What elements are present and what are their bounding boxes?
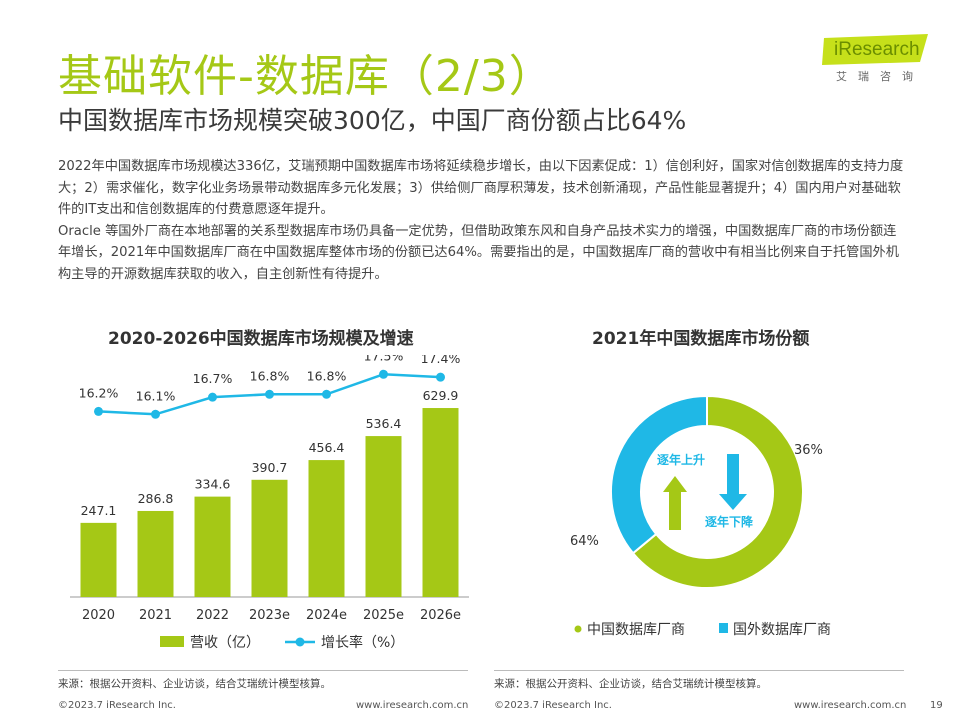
growth-rate-label: 16.8%: [250, 368, 290, 383]
growth-rate-point: [208, 392, 217, 402]
growth-rate-point: [151, 409, 160, 419]
x-tick-label: 2022: [196, 608, 229, 623]
legend-revenue-label: 营收（亿）: [190, 635, 260, 651]
growth-rate-point: [94, 406, 103, 416]
footer-copyright-left: ©2023.7 iResearch Inc.: [58, 700, 176, 711]
revenue-bar-label: 286.8: [138, 491, 174, 506]
footer-url-right[interactable]: www.iresearch.com.cn: [794, 700, 907, 711]
revenue-bar-label: 456.4: [309, 440, 345, 455]
page-number: 19: [930, 700, 943, 711]
revenue-bar: [308, 460, 345, 597]
legend-growth-swatch-point: [295, 637, 305, 647]
growth-rate-label: 17.4%: [421, 355, 461, 366]
source-divider-left: [58, 670, 468, 671]
x-tick-label: 2024e: [306, 608, 347, 623]
annotation-up-text: 逐年上升: [657, 452, 705, 467]
footer-copyright-right: ©2023.7 iResearch Inc.: [494, 700, 612, 711]
donut-label-foreign: 36%: [794, 443, 823, 458]
page-title: 基础软件-数据库（2/3）: [58, 51, 554, 102]
revenue-bar: [365, 436, 402, 597]
body-paragraph-2: Oracle 等国外厂商在本地部署的关系型数据库市场仍具备一定优势，但借助政策东…: [58, 223, 899, 282]
growth-rate-point: [322, 389, 331, 399]
revenue-bar-label: 334.6: [195, 477, 231, 492]
logo-subtext: 艾瑞咨询: [836, 70, 924, 83]
legend-domestic-swatch: [574, 625, 582, 633]
market-size-chart: 247.1 286.8 334.6 390.7 456.4 536.4 629.9 2020 2…: [70, 355, 469, 651]
growth-rate-point: [379, 369, 388, 379]
x-tick-label: 2020: [82, 608, 115, 623]
revenue-bar: [194, 496, 231, 597]
page-subtitle: 中国数据库市场规模突破300亿，中国厂商份额占比64%: [58, 106, 687, 135]
down-arrow-icon: [719, 454, 747, 510]
legend-domestic-label: 中国数据库厂商: [587, 622, 685, 638]
growth-rate-label: 17.5%: [364, 355, 404, 363]
x-tick-label: 2025e: [363, 608, 404, 623]
donut-slice-domestic: [631, 394, 804, 589]
x-tick-label: 2021: [139, 608, 172, 623]
growth-rate-label: 16.1%: [136, 388, 176, 403]
logo-banner-shape: [822, 34, 928, 65]
up-arrow-icon: [663, 476, 687, 530]
revenue-bar-label: 247.1: [81, 503, 117, 518]
legend-foreign-label: 国外数据库厂商: [733, 622, 831, 638]
growth-rate-label: 16.8%: [307, 368, 347, 383]
iresearch-logo: [822, 34, 928, 65]
growth-rate-label: 16.7%: [193, 371, 233, 386]
donut-slice-foreign: [610, 394, 708, 555]
revenue-bar: [137, 510, 174, 597]
x-tick-label: 2023e: [249, 608, 290, 623]
logo-text: iResearch: [834, 39, 920, 60]
source-note-left: 来源：根据公开资料、企业访谈，结合艾瑞统计模型核算。: [58, 678, 331, 690]
market-size-chart-title: 2020-2026中国数据库市场规模及增速: [108, 329, 414, 349]
legend-revenue-swatch: [160, 636, 184, 647]
legend-growth-label: 增长率（%）: [321, 634, 404, 651]
growth-rate-label: 16.2%: [79, 385, 119, 400]
body-paragraph-1: 2022年中国数据库市场规模达336亿，艾瑞预期中国数据库市场将延续稳步增长，由…: [58, 159, 904, 217]
growth-rate-point: [265, 389, 274, 399]
footer-url-left[interactable]: www.iresearch.com.cn: [356, 700, 469, 711]
growth-rate-point: [436, 372, 445, 382]
source-note-right: 来源：根据公开资料、企业访谈，结合艾瑞统计模型核算。: [494, 678, 767, 690]
legend-foreign-swatch: [719, 623, 728, 633]
donut-label-domestic: 64%: [570, 534, 599, 549]
revenue-bar-label: 536.4: [366, 416, 402, 431]
body-text: 2022年中国数据库市场规模达336亿，艾瑞预期中国数据库市场将延续稳步增长，由…: [58, 156, 906, 285]
revenue-bar-label: 629.9: [423, 388, 459, 403]
annotation-down-text: 逐年下降: [705, 514, 754, 529]
revenue-bar: [251, 479, 288, 597]
source-divider-right: [494, 670, 904, 671]
revenue-bar: [422, 408, 459, 597]
revenue-bar-label: 390.7: [252, 460, 288, 475]
market-share-chart-title: 2021年中国数据库市场份额: [592, 329, 810, 349]
revenue-bar: [80, 522, 117, 597]
x-tick-label: 2026e: [420, 608, 461, 623]
